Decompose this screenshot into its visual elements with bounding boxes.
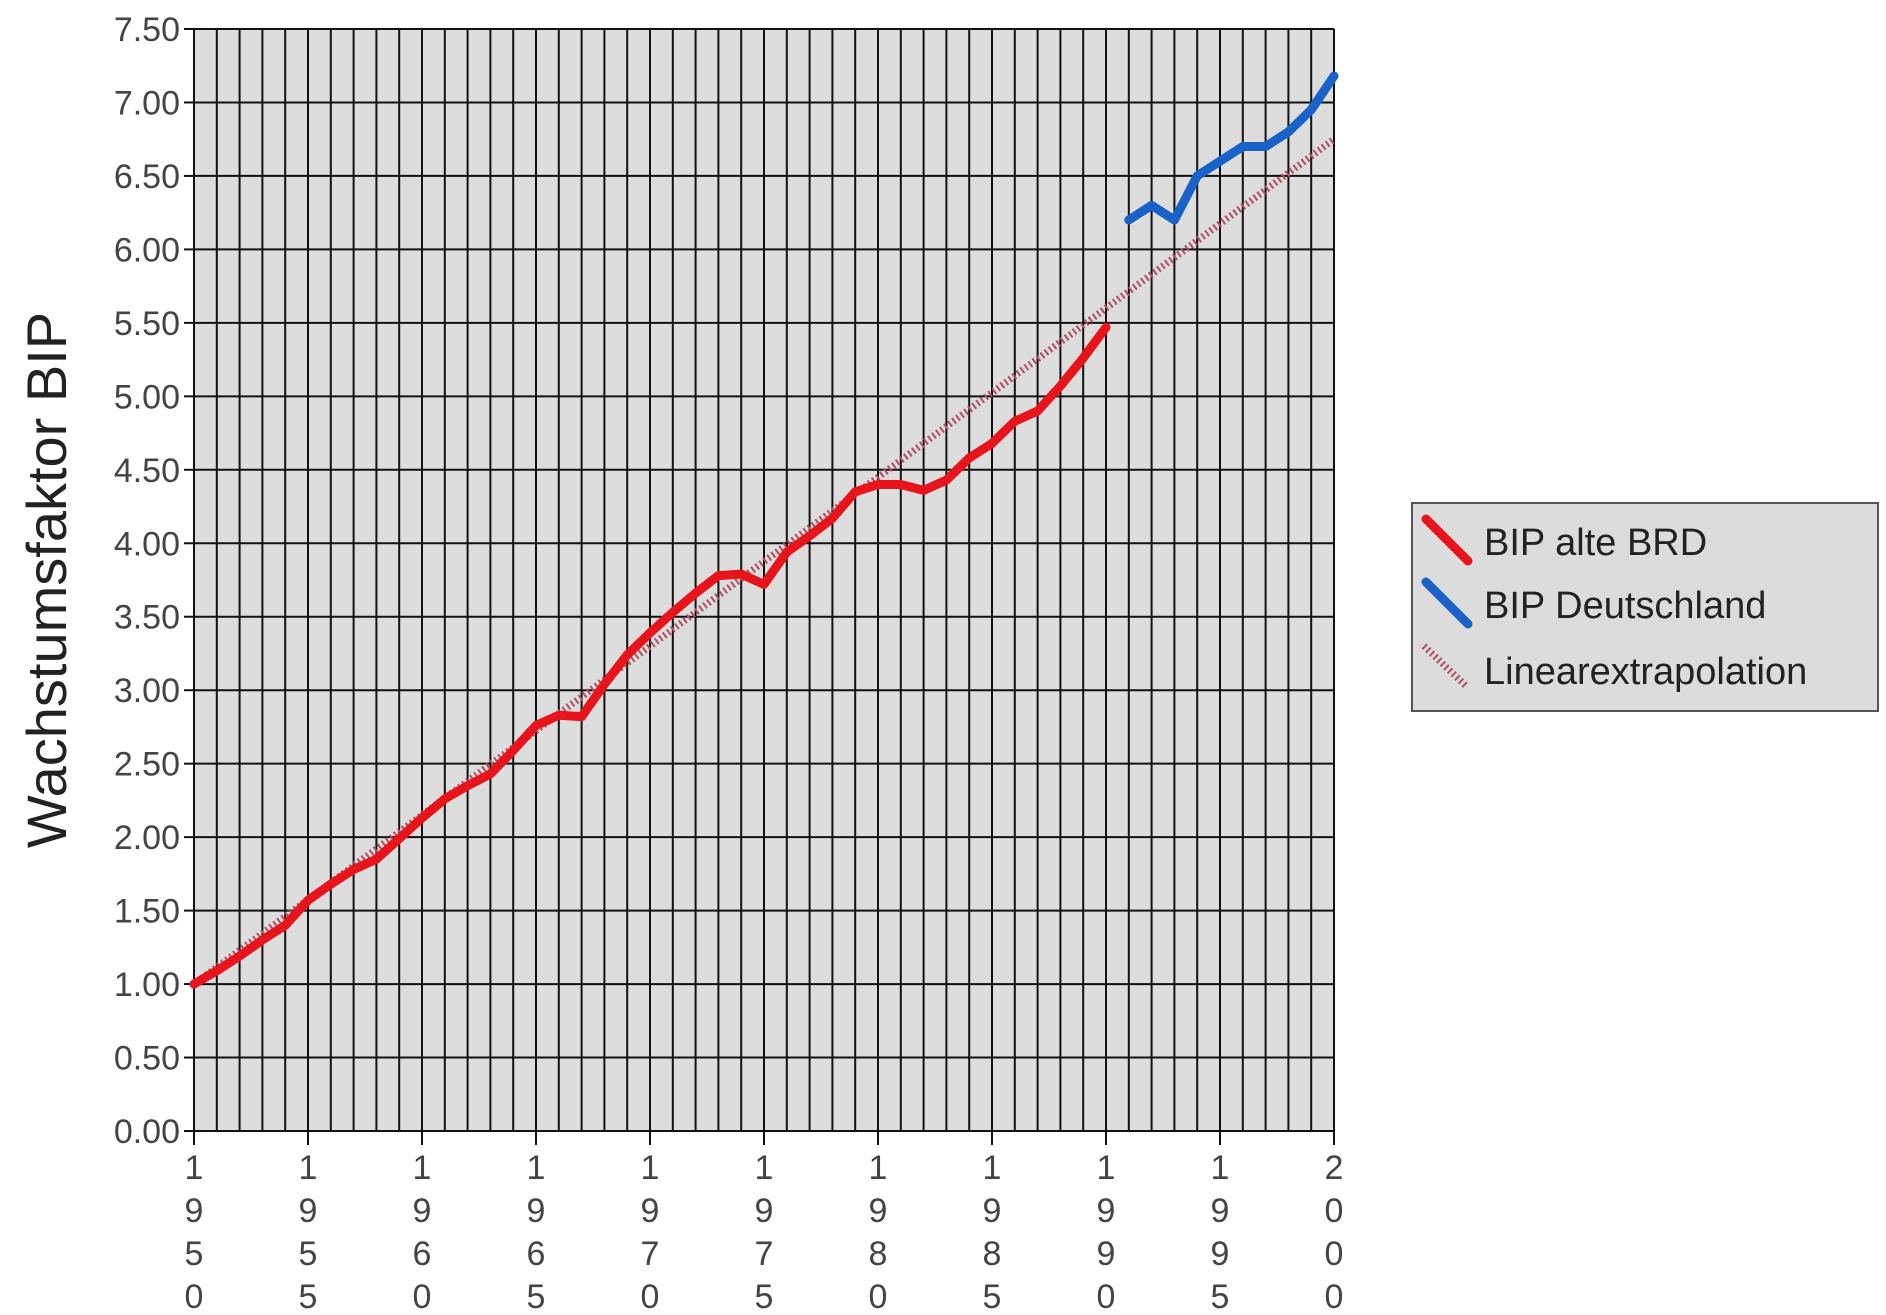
y-tick-label: 4.50 [114, 452, 180, 490]
series-bip-deutschland [1124, 71, 1339, 225]
legend-swatch [1421, 514, 1473, 566]
y-tick-label: 1.50 [114, 893, 180, 931]
data-point [1263, 144, 1268, 149]
data-point [442, 796, 447, 801]
data-point [283, 923, 288, 928]
data-point [556, 713, 561, 718]
data-point [1012, 419, 1017, 424]
legend-box [1411, 502, 1879, 712]
data-point [1240, 144, 1245, 149]
data-point [1081, 356, 1086, 361]
data-point [1195, 173, 1200, 178]
data-point [784, 550, 789, 555]
data-point [1172, 218, 1177, 222]
data-point [967, 456, 972, 460]
y-tick-label: 7.00 [114, 84, 180, 122]
y-tick-label: 2.50 [114, 746, 180, 784]
y-tick-label: 6.50 [114, 158, 180, 196]
data-point [397, 836, 402, 841]
data-point [693, 591, 698, 596]
data-point [1035, 409, 1040, 413]
data-point [328, 882, 333, 887]
data-point [214, 968, 219, 973]
data-point [716, 573, 721, 578]
data-point [1218, 159, 1222, 164]
data-point [830, 516, 835, 521]
data-point [1104, 325, 1108, 330]
y-tick-label: 4.00 [114, 525, 180, 563]
series-layer [189, 71, 1339, 989]
data-point [1126, 218, 1131, 222]
data-point [876, 482, 880, 487]
data-point [534, 723, 538, 728]
y-tick-label: 1.00 [114, 966, 180, 1004]
data-point [237, 954, 242, 959]
data-point [944, 478, 949, 483]
data-point [420, 816, 424, 820]
y-tick-label: 6.00 [114, 231, 180, 269]
data-point [807, 533, 812, 538]
data-point [739, 572, 744, 577]
data-point [260, 938, 265, 942]
data-point [1058, 384, 1063, 388]
y-tick-label: 5.50 [114, 305, 180, 343]
data-point [602, 682, 607, 687]
data-point [465, 783, 470, 788]
data-point [192, 982, 196, 987]
data-point [898, 482, 903, 487]
data-point [625, 652, 630, 657]
series-line [1124, 71, 1339, 225]
data-point [1149, 203, 1154, 208]
data-point [488, 772, 493, 776]
legend-swatch [1421, 577, 1473, 629]
y-tick-label: 2.00 [114, 819, 180, 857]
data-point [921, 488, 926, 493]
grid [193, 28, 1335, 1132]
y-tick-label: 0.50 [114, 1040, 180, 1078]
legend-item: BIP Deutschland [1421, 577, 1766, 629]
data-point [374, 857, 379, 862]
legend-label: BIP alte BRD [1484, 522, 1707, 564]
data-point [853, 489, 858, 494]
data-point [351, 867, 356, 872]
y-tick-label: 3.50 [114, 599, 180, 637]
data-point [648, 630, 652, 635]
series-bip-alte-brd [189, 322, 1111, 989]
legend-label: BIP Deutschland [1484, 585, 1766, 627]
data-point [670, 610, 675, 615]
data-point [990, 441, 994, 446]
legend-label: Linearextrapolation [1484, 651, 1807, 693]
y-tick-label: 3.00 [114, 672, 180, 710]
data-point [579, 714, 584, 719]
y-axis-ticks: 0.00 0.50 1.00 1.50 2.00 2.50 3.00 3.50 4.00 4.50… [114, 11, 194, 1151]
data-point [511, 748, 516, 753]
data-point [1309, 107, 1314, 112]
y-tick-label: 5.00 [114, 378, 180, 416]
x-axis-ticks: 1 9 5 0 1 9 5 5 1 9 6 0 1 9 6 5 1 9 7 0 1 9 7 5 1 9 8 0 1 9 8 5 1 9 9 0 1 9 9 5… [185, 1131, 1344, 1315]
data-point [762, 582, 766, 587]
y-tick-label: 7.50 [114, 11, 180, 49]
data-point [1286, 129, 1291, 134]
series-linearextrapolation [191, 136, 1337, 987]
data-point [1332, 74, 1336, 78]
legend-item: Linearextrapolation [1421, 643, 1807, 693]
y-tick-label: 0.00 [114, 1113, 180, 1151]
y-axis-label: Wachstumsfaktor BIP [15, 312, 78, 848]
series-line [191, 136, 1337, 987]
legend: BIP alte BRD BIP Deutschland Linearextrapo… [1411, 502, 1879, 712]
legend-item: BIP alte BRD [1421, 514, 1707, 566]
data-point [306, 898, 310, 903]
